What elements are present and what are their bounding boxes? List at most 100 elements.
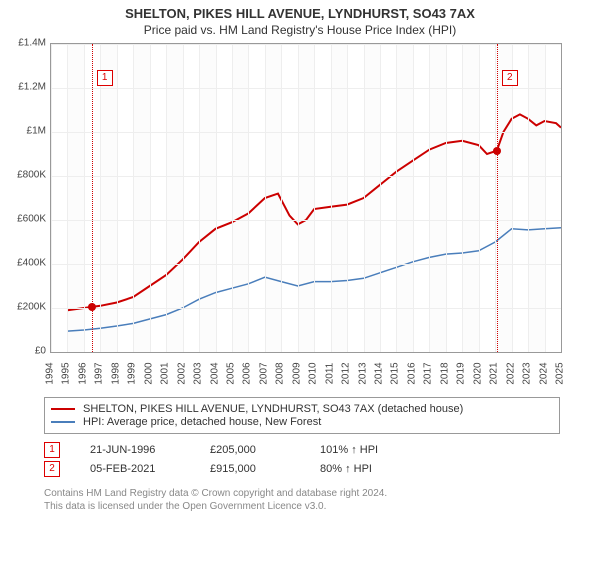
legend-swatch (51, 408, 75, 410)
x-axis-label: 2006 (242, 362, 253, 384)
gridline-v (429, 44, 430, 352)
y-axis-label: £400K (8, 258, 46, 269)
legend-swatch (51, 421, 75, 423)
gridline-v (166, 44, 167, 352)
y-axis-label: £0 (8, 346, 46, 357)
transaction-row: 1 21-JUN-1996 £205,000 101% ↑ HPI (44, 442, 600, 458)
gridline-v (232, 44, 233, 352)
gridline-v (314, 44, 315, 352)
y-axis-label: £800K (8, 170, 46, 181)
gridline-v (446, 44, 447, 352)
x-axis-label: 2013 (357, 362, 368, 384)
gridline-v (347, 44, 348, 352)
gridline-v (117, 44, 118, 352)
legend-item: HPI: Average price, detached house, New … (51, 416, 553, 428)
gridline-v (561, 44, 562, 352)
gridline-v (380, 44, 381, 352)
gridline-v (133, 44, 134, 352)
gridline-h (51, 220, 561, 221)
x-axis-label: 1994 (45, 362, 56, 384)
y-axis-label: £200K (8, 302, 46, 313)
y-axis-label: £1M (8, 126, 46, 137)
x-axis-label: 1996 (77, 362, 88, 384)
transaction-pct: 101% ↑ HPI (320, 444, 410, 456)
gridline-v (183, 44, 184, 352)
y-axis-label: £1.2M (8, 82, 46, 93)
gridline-v (100, 44, 101, 352)
gridline-h (51, 132, 561, 133)
footer-line-1: Contains HM Land Registry data © Crown c… (44, 487, 600, 500)
x-axis-label: 2023 (522, 362, 533, 384)
gridline-v (413, 44, 414, 352)
x-axis-label: 2017 (423, 362, 434, 384)
x-axis-label: 2024 (538, 362, 549, 384)
marker-label-2: 2 (502, 70, 518, 86)
transaction-date: 05-FEB-2021 (90, 463, 180, 475)
gridline-v (281, 44, 282, 352)
marker-label-1: 1 (97, 70, 113, 86)
gridline-v (396, 44, 397, 352)
gridline-v (364, 44, 365, 352)
x-axis-label: 2016 (406, 362, 417, 384)
gridline-v (331, 44, 332, 352)
legend: SHELTON, PIKES HILL AVENUE, LYNDHURST, S… (44, 397, 560, 434)
line-series-svg (51, 44, 561, 352)
gridline-h (51, 88, 561, 89)
gridline-v (199, 44, 200, 352)
chart-subtitle: Price paid vs. HM Land Registry's House … (0, 23, 600, 37)
x-axis-label: 2000 (143, 362, 154, 384)
x-axis-label: 2011 (324, 363, 335, 385)
marker-dot-1 (88, 303, 96, 311)
chart-title: SHELTON, PIKES HILL AVENUE, LYNDHURST, S… (0, 6, 600, 21)
plot-region: 12 (50, 43, 562, 353)
legend-label: SHELTON, PIKES HILL AVENUE, LYNDHURST, S… (83, 403, 463, 415)
marker-vline-2 (497, 44, 498, 352)
x-axis-label: 2012 (341, 362, 352, 384)
gridline-h (51, 44, 561, 45)
gridline-v (512, 44, 513, 352)
x-axis-label: 2015 (390, 362, 401, 384)
x-axis-label: 2004 (209, 362, 220, 384)
y-axis-label: £600K (8, 214, 46, 225)
gridline-v (479, 44, 480, 352)
gridline-h (51, 264, 561, 265)
gridline-v (248, 44, 249, 352)
x-axis-label: 2008 (275, 362, 286, 384)
gridline-v (462, 44, 463, 352)
x-axis-label: 2018 (439, 362, 450, 384)
x-axis-label: 2025 (555, 362, 566, 384)
y-axis-label: £1.4M (8, 38, 46, 49)
legend-item: SHELTON, PIKES HILL AVENUE, LYNDHURST, S… (51, 403, 553, 415)
x-axis-label: 2020 (472, 362, 483, 384)
footer-line-2: This data is licensed under the Open Gov… (44, 500, 600, 513)
footer-attribution: Contains HM Land Registry data © Crown c… (44, 487, 600, 513)
gridline-v (545, 44, 546, 352)
x-axis-label: 2010 (308, 362, 319, 384)
x-axis-label: 1997 (94, 362, 105, 384)
x-axis-label: 1995 (61, 362, 72, 384)
transaction-price: £205,000 (210, 444, 290, 456)
gridline-h (51, 308, 561, 309)
x-axis-label: 2007 (258, 362, 269, 384)
x-axis-label: 1999 (127, 362, 138, 384)
x-axis-label: 2001 (160, 362, 171, 384)
gridline-v (84, 44, 85, 352)
gridline-v (265, 44, 266, 352)
transaction-date: 21-JUN-1996 (90, 444, 180, 456)
transaction-marker: 2 (44, 461, 60, 477)
gridline-v (528, 44, 529, 352)
transaction-marker: 1 (44, 442, 60, 458)
x-axis-label: 2003 (193, 362, 204, 384)
gridline-v (67, 44, 68, 352)
gridline-h (51, 176, 561, 177)
chart-area: 12 £0£200K£400K£600K£800K£1M£1.2M£1.4M19… (8, 41, 568, 391)
x-axis-label: 2014 (374, 362, 385, 384)
x-axis-label: 1998 (110, 362, 121, 384)
x-axis-label: 2009 (291, 362, 302, 384)
transaction-price: £915,000 (210, 463, 290, 475)
x-axis-label: 2022 (505, 362, 516, 384)
transactions-table: 1 21-JUN-1996 £205,000 101% ↑ HPI 2 05-FEB-20… (44, 442, 600, 477)
x-axis-label: 2002 (176, 362, 187, 384)
gridline-v (216, 44, 217, 352)
transaction-row: 205-FEB-2021£915,00080% ↑ HPI (44, 461, 600, 477)
